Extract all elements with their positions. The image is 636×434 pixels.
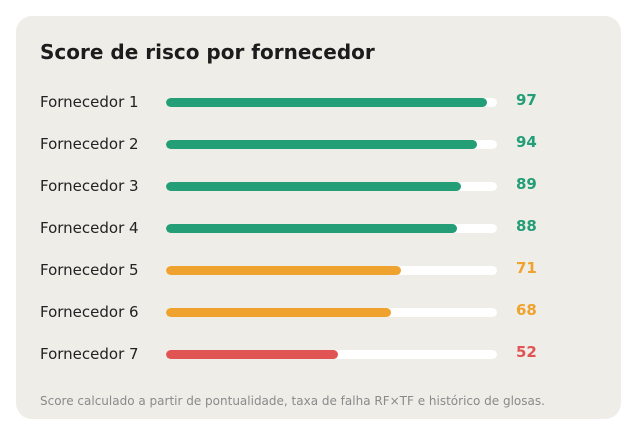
bar-track bbox=[166, 140, 497, 149]
value-label: 97 bbox=[516, 91, 537, 109]
value-label: 88 bbox=[516, 217, 537, 235]
bar-track bbox=[166, 224, 497, 233]
category-label: Fornecedor 1 bbox=[40, 93, 139, 111]
category-label: Fornecedor 4 bbox=[40, 219, 139, 237]
bar-track bbox=[166, 308, 497, 317]
bar-row: Fornecedor 5 71 bbox=[40, 258, 580, 282]
category-label: Fornecedor 3 bbox=[40, 177, 139, 195]
bar bbox=[166, 98, 488, 107]
bar-track bbox=[166, 350, 497, 359]
value-label: 94 bbox=[516, 133, 537, 151]
value-label: 52 bbox=[516, 343, 537, 361]
bar-row: Fornecedor 4 88 bbox=[40, 216, 580, 240]
bar-row: Fornecedor 3 89 bbox=[40, 174, 580, 198]
bar bbox=[166, 182, 461, 191]
bar-track bbox=[166, 266, 497, 275]
category-label: Fornecedor 6 bbox=[40, 303, 139, 321]
bar bbox=[166, 224, 458, 233]
chart-footnote: Score calculado a partir de pontualidade… bbox=[40, 394, 545, 408]
bar-row: Fornecedor 1 97 bbox=[40, 90, 580, 114]
category-label: Fornecedor 2 bbox=[40, 135, 139, 153]
category-label: Fornecedor 7 bbox=[40, 345, 139, 363]
bar bbox=[166, 308, 392, 317]
bar bbox=[166, 266, 401, 275]
value-label: 89 bbox=[516, 175, 537, 193]
category-label: Fornecedor 5 bbox=[40, 261, 139, 279]
chart-title: Score de risco por fornecedor bbox=[40, 40, 375, 64]
bar-row: Fornecedor 6 68 bbox=[40, 300, 580, 324]
bar-row: Fornecedor 7 52 bbox=[40, 342, 580, 366]
bar bbox=[166, 350, 339, 359]
bar-row: Fornecedor 2 94 bbox=[40, 132, 580, 156]
bar-track bbox=[166, 98, 497, 107]
value-label: 68 bbox=[516, 301, 537, 319]
bar bbox=[166, 140, 478, 149]
bar-track bbox=[166, 182, 497, 191]
value-label: 71 bbox=[516, 259, 537, 277]
chart-card: Score de risco por fornecedor Fornecedor… bbox=[16, 16, 621, 419]
